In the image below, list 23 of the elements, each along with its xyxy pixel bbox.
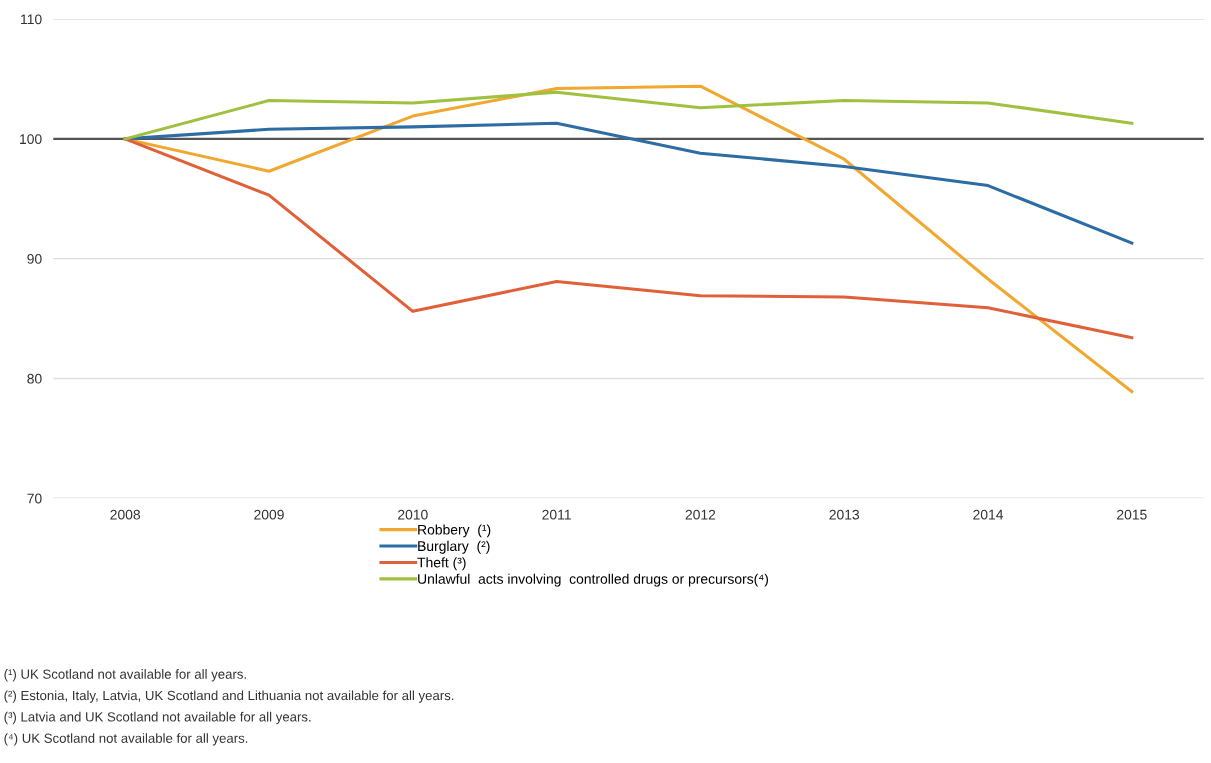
x-tick-label: 2013 xyxy=(829,509,860,520)
y-tick-label: 100 xyxy=(20,134,42,145)
x-tick-label: 2011 xyxy=(542,509,571,520)
y-tick-label: 110 xyxy=(21,14,42,25)
legend-label: Burglary (²) xyxy=(418,540,490,554)
legend-label: Unlawful acts involving controlled drugs or precursors(⁴) xyxy=(418,573,768,587)
line-series xyxy=(123,137,1134,340)
text: (²) Estonia, Italy, Latvia, UK Scotland and Lithuania not available for all years. xyxy=(4,690,454,703)
text: (¹) UK Scotland not available for all years. xyxy=(4,669,246,682)
legend-label: Theft (³) xyxy=(417,557,466,571)
x-tick-label: 2012 xyxy=(685,509,716,520)
y-tick-label: 90 xyxy=(27,253,42,264)
y-tick-label: 80 xyxy=(27,373,42,384)
x-tick-label: 2009 xyxy=(254,509,284,520)
y-tick-label: 70 xyxy=(27,493,42,504)
x-tick-label: 2014 xyxy=(973,509,1004,520)
x-tick-label: 2010 xyxy=(398,509,428,520)
legend-label: Robbery (¹) xyxy=(418,524,491,538)
text: (⁴) UK Scotland not available for all years. xyxy=(4,733,248,746)
line-series xyxy=(123,90,1134,141)
text: (³) Latvia and UK Scotland not available for all years. xyxy=(4,711,311,725)
x-tick-label: 2008 xyxy=(110,509,141,520)
x-tick-label: 2015 xyxy=(1117,509,1147,520)
